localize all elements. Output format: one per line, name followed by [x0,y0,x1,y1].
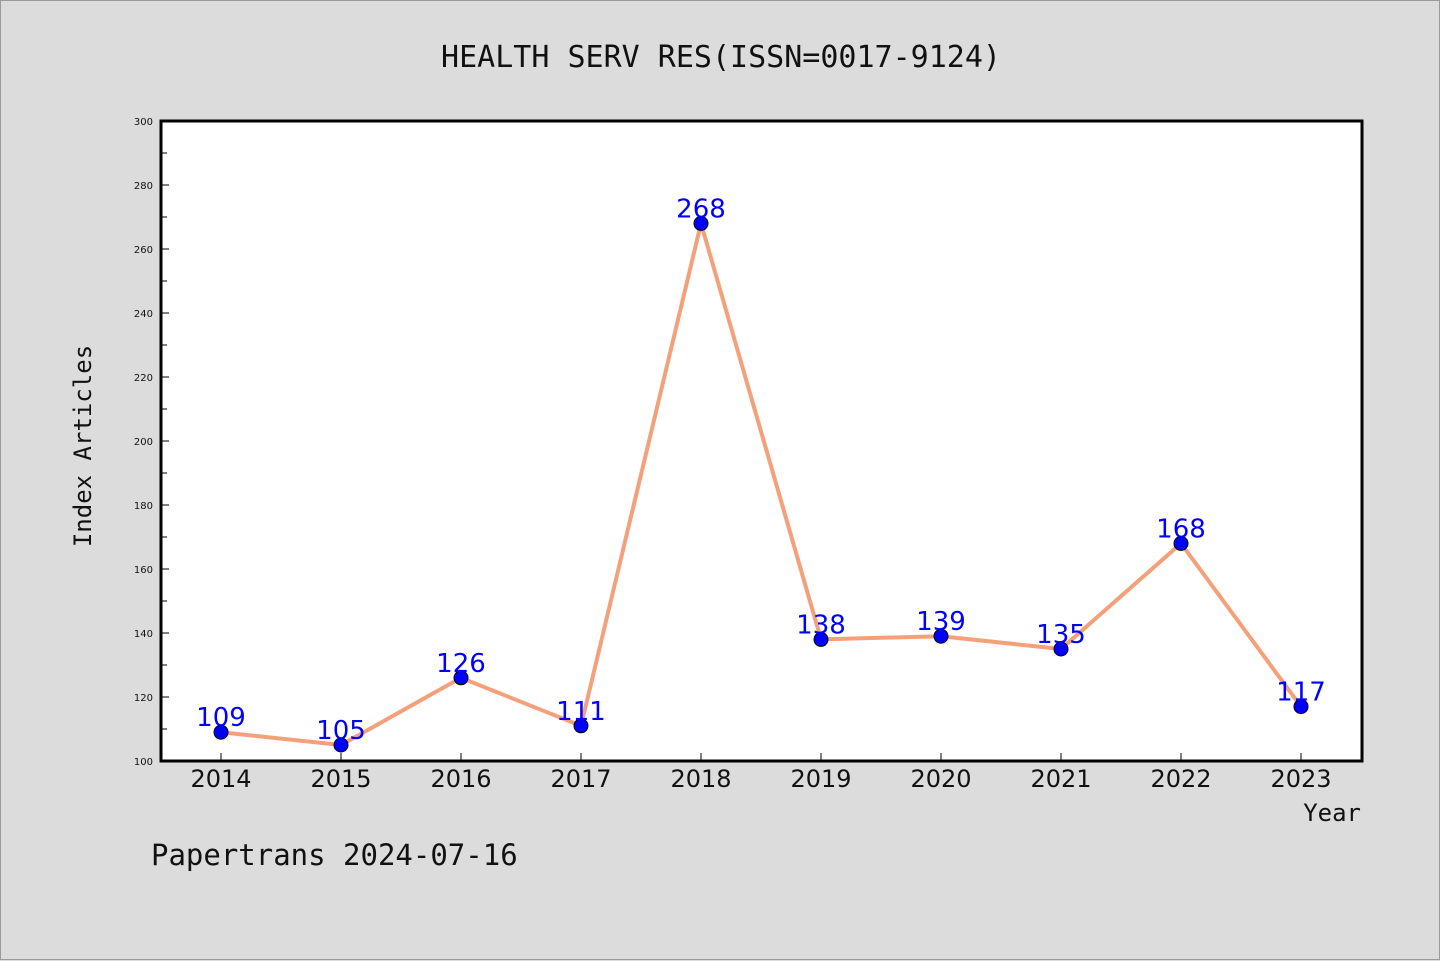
data-point [1173,535,1189,551]
series-line [220,221,1303,747]
data-point [333,737,349,753]
data-point [813,631,829,647]
data-label: 135 [1036,620,1086,650]
x-tick-label: 2022 [1150,765,1211,793]
y-tick-label: 200 [134,437,153,448]
data-label: 111 [556,697,606,727]
x-tick-label: 2020 [910,765,971,793]
data-point [693,215,709,231]
x-axis-label: Year [1303,799,1361,827]
x-tick-label: 2015 [310,765,371,793]
y-axis-label: Index Articles [69,345,97,547]
data-point [1053,641,1069,657]
y-tick-label: 300 [134,117,153,128]
data-point [933,628,949,644]
chart-title: HEALTH SERV RES(ISSN=0017-9124) [441,40,1001,75]
x-tick-label: 2018 [670,765,731,793]
data-label: 126 [436,649,486,679]
y-axis: 100 120 140 160 180 200 220 240 260 280 300 [134,117,169,768]
y-tick-label: 280 [134,181,153,192]
data-point [453,670,469,686]
y-tick-label: 100 [134,757,153,768]
x-tick-label: 2016 [430,765,491,793]
data-label: 168 [1156,514,1206,544]
y-tick-label: 140 [134,629,153,640]
data-point [573,718,589,734]
data-label: 109 [196,703,246,733]
y-tick-label: 120 [134,693,153,704]
data-label: 268 [676,194,726,224]
x-axis: 2014 2015 2016 2017 2018 2019 2020 2021 2022 2023 [190,753,1332,793]
series-layer: 109 105 126 111 268 138 139 135 168 117 [196,194,1326,753]
data-label: 138 [796,610,846,640]
x-tick-label: 2023 [1270,765,1331,793]
data-label: 117 [1276,678,1326,708]
x-tick-label: 2019 [790,765,851,793]
y-tick-label: 220 [134,373,153,384]
y-tick-label: 260 [134,245,153,256]
y-tick-label: 160 [134,565,153,576]
data-label: 139 [916,607,966,637]
data-point [213,724,229,740]
data-label: 105 [316,716,366,746]
plot-area [159,119,1364,763]
x-tick-label: 2017 [550,765,611,793]
data-point [1293,699,1309,715]
footer-text: Papertrans 2024-07-16 [151,838,518,872]
y-tick-label: 180 [134,501,153,512]
x-tick-label: 2021 [1030,765,1091,793]
y-tick-label: 240 [134,309,153,320]
x-tick-label: 2014 [190,765,251,793]
